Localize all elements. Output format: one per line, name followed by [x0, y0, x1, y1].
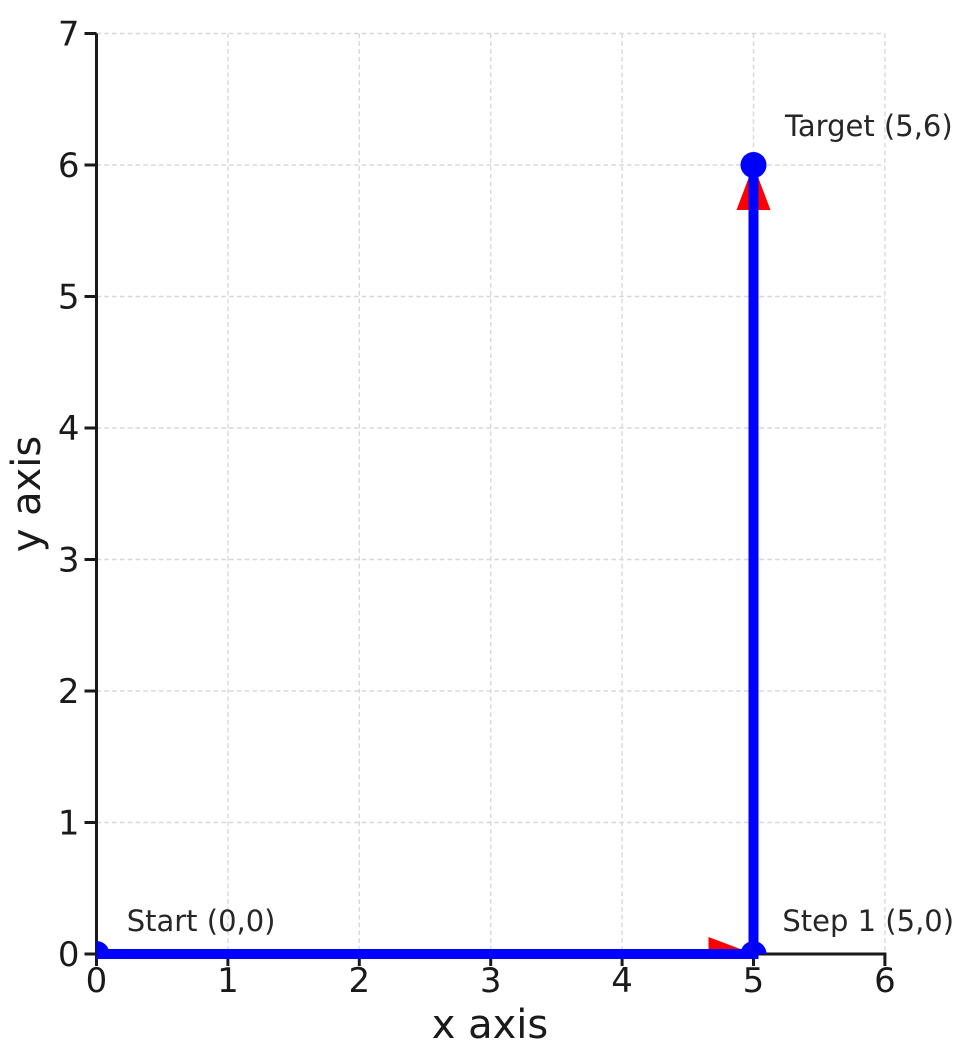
x-tick-label: 3: [480, 961, 502, 1001]
x-axis-label: x axis: [432, 1002, 549, 1048]
annotation-layer: Start (0,0) Step 1 (5,0) Target (5,6): [127, 109, 954, 938]
x-tick-label: 4: [611, 961, 633, 1001]
x-tick-label: 5: [743, 961, 765, 1001]
annotation-text: Start (0,0): [127, 904, 276, 938]
y-tick-label: 4: [58, 409, 80, 449]
y-axis-label: y axis: [4, 436, 50, 553]
x-tick-label: 0: [86, 961, 108, 1001]
y-tick-label: 2: [58, 672, 80, 712]
x-tick-label: 2: [348, 961, 370, 1001]
annotation-text: Step 1 (5,0): [782, 904, 954, 938]
y-tick-label: 0: [58, 935, 80, 975]
y-tick-label: 7: [58, 15, 80, 55]
annotation-text: Target (5,6): [784, 109, 953, 143]
y-tick-label: 3: [58, 541, 80, 581]
y-tick-label: 6: [58, 146, 80, 186]
y-tick-label: 5: [58, 278, 80, 318]
y-tick-label: 1: [58, 804, 80, 844]
data-point-marker: [740, 941, 767, 954]
data-point-marker: [740, 152, 767, 178]
x-tick-label: 6: [874, 961, 896, 1001]
x-tick-label: 1: [217, 961, 239, 1001]
data-point-marker: [96, 941, 110, 954]
marker-layer: [96, 152, 767, 954]
